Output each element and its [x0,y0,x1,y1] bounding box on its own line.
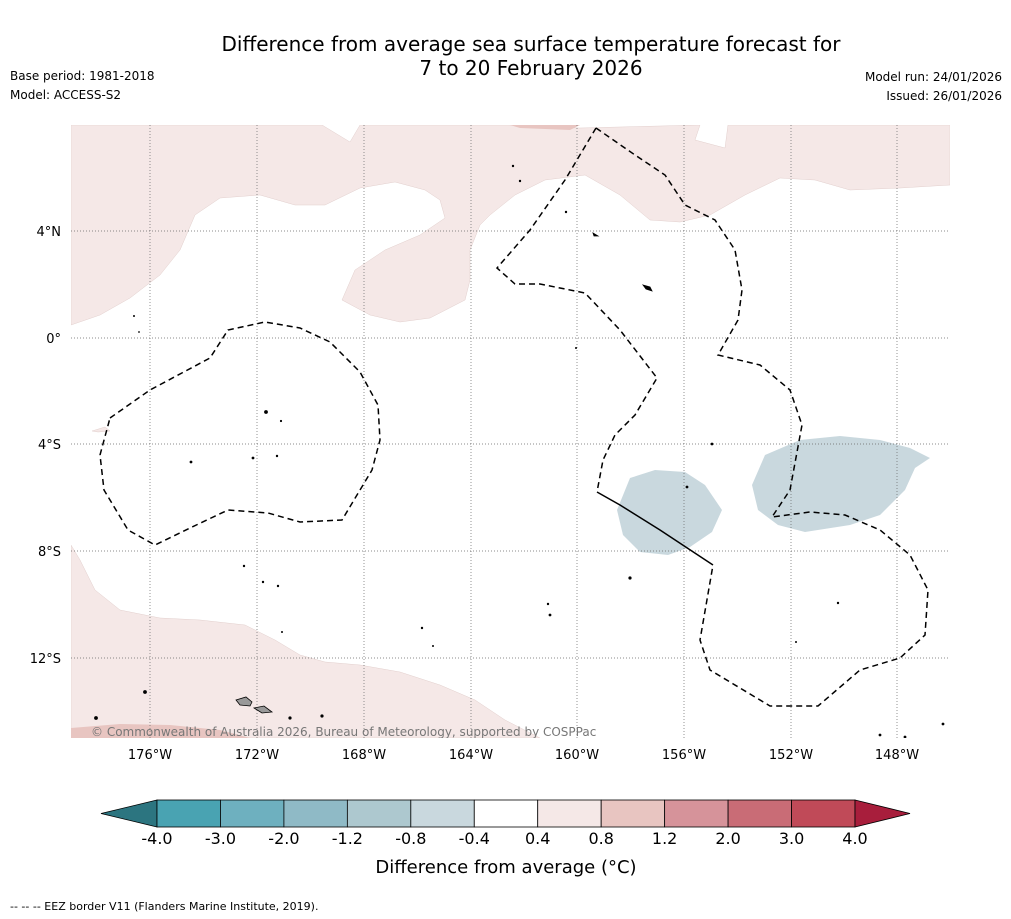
model-run: Model run: 24/01/2026 [864,70,1002,84]
colorbar-segment [727,799,792,828]
lon-label-168w: 168°W [342,748,386,763]
warm-anomaly-cell-top [510,125,580,130]
colorbar-extend-high [854,799,911,828]
warm-anomaly-small [91,426,111,433]
islands [94,164,945,738]
colorbar-tick-label: 0.4 [525,829,550,848]
eez-border-kiribati-line [595,127,929,707]
colorbar-tick-label: 0.8 [588,829,613,848]
colorbar-segment [791,799,856,828]
colorbar-segment [283,799,348,828]
colorbar-tick-label: -2.0 [268,829,299,848]
colorbar-tick-label: -3.0 [205,829,236,848]
latitude-labels: 4°N 0° 4°S 8°S 12°S [30,225,61,667]
lon-label-148w: 148°W [875,748,919,763]
colorbar-segment [537,799,602,828]
longitude-labels: 176°W 172°W 168°W 164°W 160°W 156°W 152°… [128,748,919,763]
map-plot-area: © Commonwealth of Australia 2026, Bureau… [71,125,950,739]
island-samoa-upolu [252,705,274,714]
colorbar-segment [664,799,729,828]
colorbar-segment [156,799,221,828]
graticule [71,125,950,738]
map-title: Difference from average sea surface temp… [0,32,1011,80]
colorbar-segment [346,799,412,828]
colorbar-tick-label: 3.0 [779,829,804,848]
model-name: Model: ACCESS-S2 [10,88,122,102]
island-samoa-savaii [235,696,253,707]
eez-border-south [596,491,714,566]
lon-label-160w: 160°W [555,748,599,763]
title-line-1: Difference from average sea surface temp… [221,32,841,56]
sst-anomaly-map: © Commonwealth of Australia 2026, Bureau… [30,125,950,878]
colorbar-segment [220,799,285,828]
lon-label-164w: 164°W [449,748,493,763]
colorbar-tick-label: -0.4 [459,829,490,848]
title-line-2: 7 to 20 February 2026 [419,56,643,80]
lat-label-4s: 4°S [38,438,61,453]
base-period: Base period: 1981-2018 [10,69,155,83]
lon-label-176w: 176°W [128,748,172,763]
colorbar-tick-label: 4.0 [842,829,867,848]
colorbar-segment [473,799,539,828]
cool-anomaly-region-east [752,436,930,532]
colorbar-segment [410,799,475,828]
lat-label-8s: 8°S [38,545,61,560]
colorbar-extend-low [100,799,158,828]
warm-anomaly-cell-south [71,724,250,738]
lat-label-0: 0° [46,332,61,347]
colorbar-tick-label: -4.0 [141,829,172,848]
eez-border-note: -- -- -- EEZ border V11 (Flanders Marine… [10,900,319,913]
colorbar-tick-label: -0.8 [395,829,426,848]
cool-anomaly-region-west [617,470,722,555]
lon-label-152w: 152°W [769,748,813,763]
colorbar-tick-label: 1.2 [652,829,677,848]
lon-label-172w: 172°W [235,748,279,763]
copyright-notice: © Commonwealth of Australia 2026, Bureau… [91,725,596,739]
eez-border-kiribati-west [495,127,658,493]
colorbar-segment [600,799,666,828]
eez-borders [99,127,929,707]
issued-date: Issued: 26/01/2026 [886,89,1002,103]
colorbar-tick-label: 2.0 [715,829,740,848]
lon-label-156w: 156°W [662,748,706,763]
warm-anomaly-region-south [71,544,541,738]
lat-label-12s: 12°S [30,652,61,667]
eez-border-tokelau [99,321,381,546]
warm-anomaly-region-north [71,125,950,326]
colorbar-tick-label: -1.2 [332,829,363,848]
lat-label-4n: 4°N [37,225,62,240]
colorbar: -4.0 -3.0 -2.0 -1.2 -0.8 -0.4 0.4 0.8 1.2 2.0 3.0 4… [100,799,911,848]
colorbar-label: Difference from average (°C) [375,857,636,878]
